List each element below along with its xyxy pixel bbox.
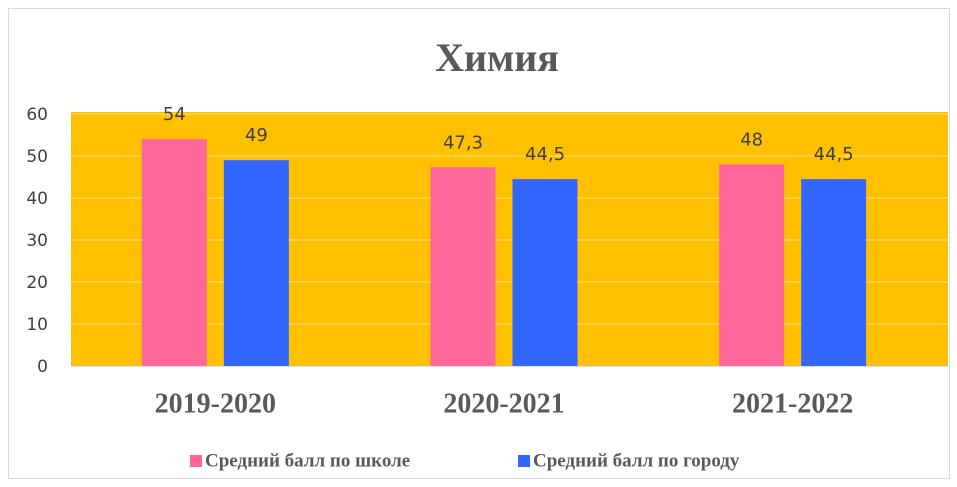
data-label: 47,3 xyxy=(443,132,483,153)
y-tick-label: 50 xyxy=(26,147,48,167)
bar xyxy=(430,167,496,366)
legend-swatch xyxy=(190,455,202,467)
y-tick-label: 10 xyxy=(26,315,48,335)
x-tick-label: 2021-2022 xyxy=(732,388,853,419)
chart-title: Химия xyxy=(435,35,559,80)
x-tick-label: 2020-2021 xyxy=(443,388,564,419)
legend-label: Средний балл по городу xyxy=(533,450,740,471)
bar xyxy=(801,179,867,366)
data-label: 54 xyxy=(163,104,186,125)
y-tick-label: 30 xyxy=(26,231,48,251)
y-tick-label: 60 xyxy=(26,105,48,125)
y-tick-label: 40 xyxy=(26,189,48,209)
bar xyxy=(719,164,785,366)
bar xyxy=(223,160,289,366)
bar xyxy=(512,179,578,366)
data-label: 44,5 xyxy=(525,144,565,165)
legend-label: Средний балл по школе xyxy=(205,450,410,471)
x-tick-label: 2019-2020 xyxy=(155,388,276,419)
bar xyxy=(141,139,207,366)
data-label: 48 xyxy=(740,129,763,150)
legend-swatch xyxy=(518,455,530,467)
y-tick-label: 0 xyxy=(37,357,48,377)
y-tick-label: 20 xyxy=(26,273,48,293)
data-label: 44,5 xyxy=(814,144,854,165)
data-label: 49 xyxy=(245,125,268,146)
